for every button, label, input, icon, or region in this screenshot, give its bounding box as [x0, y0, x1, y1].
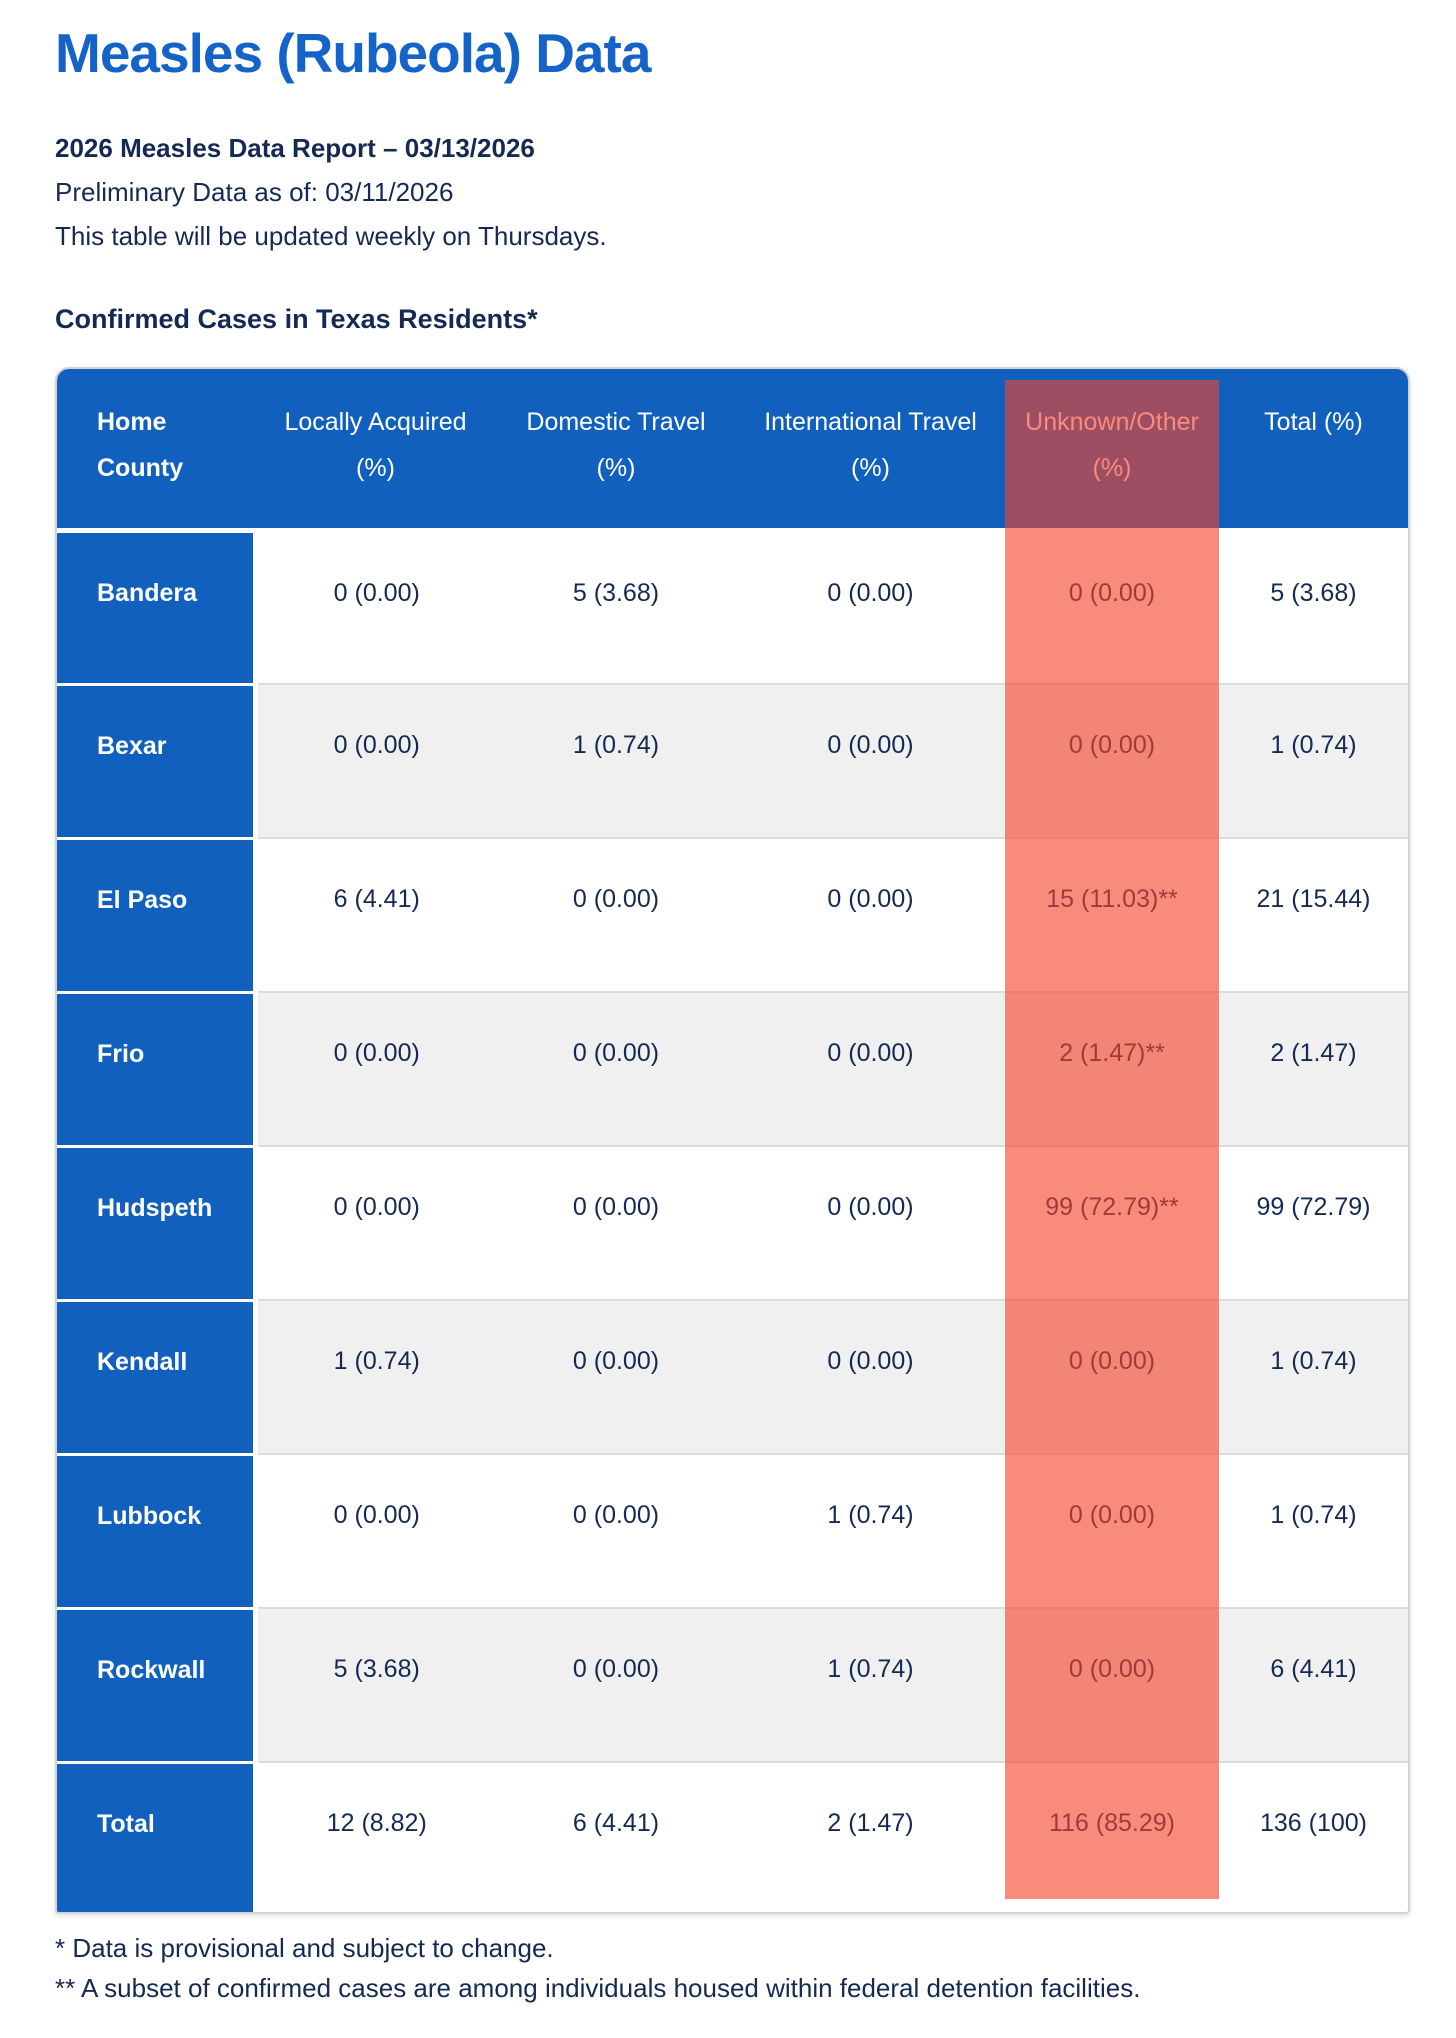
cell-locally-acquired: 5 (3.68) — [255, 1607, 496, 1763]
column-header-domestic-travel: Domestic Travel (%) — [496, 369, 736, 533]
cell-international-travel: 0 (0.00) — [736, 991, 1005, 1147]
cases-table-wrapper: Home County Locally Acquired (%) Domestic Tr… — [55, 367, 1410, 1915]
cell-total: 1 (0.74) — [1219, 683, 1408, 839]
cell-domestic-travel: 5 (3.68) — [496, 530, 736, 685]
section-heading: Confirmed Cases in Texas Residents* — [55, 304, 538, 335]
cell-domestic-travel: 0 (0.00) — [496, 991, 736, 1147]
county-cell: Total — [57, 1760, 258, 1913]
report-info-block: 2026 Measles Data Report – 03/13/2026 Pr… — [55, 126, 1412, 258]
cases-table: Home County Locally Acquired (%) Domestic Tr… — [57, 369, 1408, 1913]
cell-total: 136 (100) — [1219, 1761, 1408, 1913]
county-cell: Kendall — [57, 1298, 258, 1455]
cell-international-travel: 0 (0.00) — [736, 837, 1005, 993]
cell-domestic-travel: 0 (0.00) — [496, 1145, 736, 1301]
cell-total: 99 (72.79) — [1219, 1145, 1408, 1301]
cell-total: 1 (0.74) — [1219, 1453, 1408, 1609]
cell-international-travel: 2 (1.47) — [736, 1761, 1005, 1913]
report-date-line: 2026 Measles Data Report – 03/13/2026 — [55, 133, 535, 164]
column-header-home-county: Home County — [57, 369, 255, 533]
county-cell: Frio — [57, 990, 258, 1147]
cell-unknown-other: 116 (85.29) — [1005, 1761, 1219, 1913]
column-header-line1: International Travel — [764, 408, 977, 437]
table-row-total: Total 12 (8.82) 6 (4.41) 2 (1.47) 116 (85.29… — [57, 1760, 1408, 1913]
cell-locally-acquired: 12 (8.82) — [255, 1761, 496, 1913]
cell-total: 21 (15.44) — [1219, 837, 1408, 993]
cell-international-travel: 1 (0.74) — [736, 1453, 1005, 1609]
cell-international-travel: 1 (0.74) — [736, 1607, 1005, 1763]
cell-total: 1 (0.74) — [1219, 1299, 1408, 1455]
table-row-bexar: Bexar 0 (0.00) 1 (0.74) 0 (0.00) 0 (0.00) 1 (… — [57, 682, 1408, 839]
column-header-line1: Total (%) — [1264, 408, 1363, 437]
column-header-line2: (%) — [356, 454, 395, 483]
cell-unknown-other: 0 (0.00) — [1005, 1299, 1219, 1455]
column-header-unknown-other: Unknown/Other (%) — [1005, 369, 1219, 533]
cell-domestic-travel: 6 (4.41) — [496, 1761, 736, 1913]
cell-locally-acquired: 0 (0.00) — [255, 1145, 496, 1301]
column-header-line2: (%) — [596, 454, 636, 483]
column-header-locally-acquired: Locally Acquired (%) — [255, 369, 496, 533]
column-header-international-travel: International Travel (%) — [736, 369, 1005, 533]
cell-domestic-travel: 1 (0.74) — [496, 683, 736, 839]
cell-locally-acquired: 0 (0.00) — [255, 1453, 496, 1609]
column-header-line2: (%) — [851, 454, 890, 483]
cell-total: 2 (1.47) — [1219, 991, 1408, 1147]
cell-locally-acquired: 0 (0.00) — [255, 530, 496, 685]
column-header-line1: Unknown/Other — [1025, 408, 1199, 437]
table-head: Home County Locally Acquired (%) Domestic Tr… — [57, 369, 1408, 533]
county-cell: El Paso — [57, 836, 258, 993]
table-row-kendall: Kendall 1 (0.74) 0 (0.00) 0 (0.00) 0 (0.00) 1… — [57, 1298, 1408, 1455]
cell-locally-acquired: 6 (4.41) — [255, 837, 496, 993]
column-header-total: Total (%) — [1219, 369, 1408, 533]
county-cell: Bexar — [57, 682, 258, 839]
column-header-line2: (%) — [1092, 454, 1132, 483]
cell-domestic-travel: 0 (0.00) — [496, 1453, 736, 1609]
cell-domestic-travel: 0 (0.00) — [496, 1299, 736, 1455]
preliminary-data-line: Preliminary Data as of: 03/11/2026 — [55, 177, 454, 208]
column-header-line1: Locally Acquired — [284, 408, 467, 437]
table-row-lubbock: Lubbock 0 (0.00) 0 (0.00) 1 (0.74) 0 (0.00) 1… — [57, 1452, 1408, 1609]
cell-international-travel: 0 (0.00) — [736, 683, 1005, 839]
cell-locally-acquired: 0 (0.00) — [255, 991, 496, 1147]
cell-domestic-travel: 0 (0.00) — [496, 837, 736, 993]
cell-unknown-other: 0 (0.00) — [1005, 1453, 1219, 1609]
cell-unknown-other: 15 (11.03)** — [1005, 837, 1219, 993]
cell-locally-acquired: 1 (0.74) — [255, 1299, 496, 1455]
table-body: Bandera 0 (0.00) 5 (3.68) 0 (0.00) 0 (0.00) 5… — [57, 530, 1408, 1913]
cell-unknown-other: 99 (72.79)** — [1005, 1145, 1219, 1301]
cell-domestic-travel: 0 (0.00) — [496, 1607, 736, 1763]
cell-locally-acquired: 0 (0.00) — [255, 683, 496, 839]
footnotes: * Data is provisional and subject to cha… — [55, 1928, 1412, 2008]
cell-international-travel: 0 (0.00) — [736, 1145, 1005, 1301]
cell-unknown-other: 2 (1.47)** — [1005, 991, 1219, 1147]
table-row-bandera: Bandera 0 (0.00) 5 (3.68) 0 (0.00) 0 (0.00) 5… — [57, 530, 1408, 685]
table-row-rockwall: Rockwall 5 (3.68) 0 (0.00) 1 (0.74) 0 (0.00)… — [57, 1606, 1408, 1763]
update-schedule-line: This table will be updated weekly on Thu… — [55, 221, 607, 252]
page-title: Measles (Rubeola) Data — [55, 22, 651, 84]
footnote-detention: ** A subset of confirmed cases are among… — [55, 1973, 1141, 2004]
column-header-line1: Home — [97, 408, 167, 437]
county-cell: Bandera — [57, 530, 258, 685]
table-row-frio: Frio 0 (0.00) 0 (0.00) 0 (0.00) 2 (1.47)** 2 … — [57, 990, 1408, 1147]
table-row-el-paso: El Paso 6 (4.41) 0 (0.00) 0 (0.00) 15 (11.03… — [57, 836, 1408, 993]
footnote-provisional: * Data is provisional and subject to cha… — [55, 1933, 554, 1964]
cell-total: 5 (3.68) — [1219, 530, 1408, 685]
cell-unknown-other: 0 (0.00) — [1005, 530, 1219, 685]
cell-international-travel: 0 (0.00) — [736, 1299, 1005, 1455]
cell-unknown-other: 0 (0.00) — [1005, 1607, 1219, 1763]
cell-total: 6 (4.41) — [1219, 1607, 1408, 1763]
column-header-line1: Domestic Travel — [526, 408, 706, 437]
county-cell: Rockwall — [57, 1606, 258, 1763]
cell-international-travel: 0 (0.00) — [736, 530, 1005, 685]
county-cell: Hudspeth — [57, 1144, 258, 1301]
county-cell: Lubbock — [57, 1452, 258, 1609]
column-header-line2: County — [97, 454, 184, 483]
table-row-hudspeth: Hudspeth 0 (0.00) 0 (0.00) 0 (0.00) 99 (72.7… — [57, 1144, 1408, 1301]
header-row: Home County Locally Acquired (%) Domestic Tr… — [57, 369, 1408, 533]
cell-unknown-other: 0 (0.00) — [1005, 683, 1219, 839]
